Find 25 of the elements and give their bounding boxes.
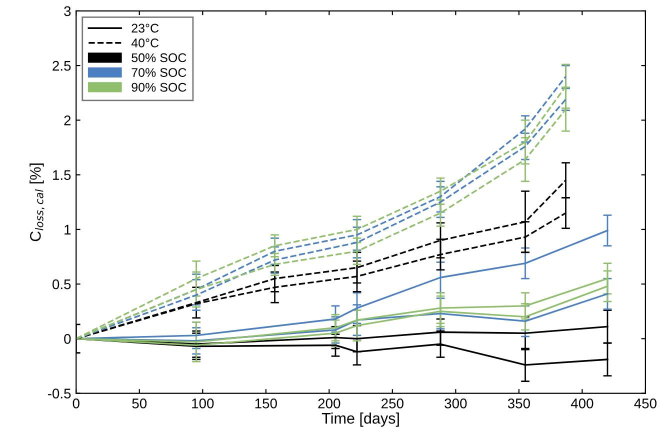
y-tick-label: 0.5 [52, 279, 71, 290]
x-tick-label: 300 [444, 398, 467, 408]
x-tick-label: 150 [255, 398, 277, 408]
x-tick-label: 450 [634, 398, 656, 408]
x-tick-label: 400 [570, 398, 594, 408]
legend-label: 70% SOC [132, 68, 186, 77]
x-tick-label: 100 [192, 398, 214, 408]
y-tick-label: -0.5 [48, 388, 71, 398]
x-tick-label: 350 [508, 398, 530, 408]
x-tick-label: 50 [132, 398, 147, 408]
legend-label: 90% SOC [132, 82, 186, 92]
x-axis-title: Time [days] [322, 412, 399, 427]
x-tick-label: 200 [318, 398, 340, 408]
annotation: 40°C [131, 38, 159, 48]
y-axis-title: C$_{loss,cal}$ [%] [30, 164, 44, 242]
y-tick-label: 1.5 [53, 170, 71, 180]
legend-label: 50% SOC [132, 53, 186, 62]
y-tick-label: 0 [64, 334, 71, 344]
x-tick-label: 0 [72, 398, 80, 408]
y-tick-label: 1 [64, 224, 71, 234]
y-tick-label: 3 [64, 6, 71, 16]
x-tick-label: 250 [382, 398, 404, 408]
y-tick-label: 2 [64, 116, 71, 126]
annotation: 23°C [132, 24, 159, 33]
y-tick-label: 2.5 [52, 60, 71, 71]
